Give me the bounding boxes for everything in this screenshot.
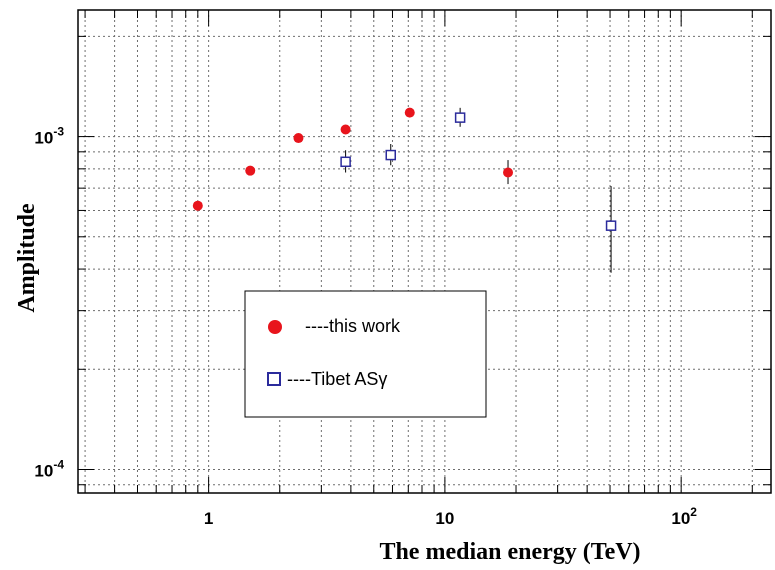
data-points bbox=[192, 107, 617, 273]
point-this-work bbox=[503, 167, 514, 178]
legend-box bbox=[244, 290, 487, 418]
y-axis-title: Amplitude bbox=[14, 203, 40, 313]
point-tibet bbox=[340, 156, 351, 168]
x-tick-label: 102 bbox=[671, 505, 697, 528]
point-this-work bbox=[404, 107, 415, 118]
plot-border bbox=[77, 9, 772, 494]
axis-ticks bbox=[78, 10, 771, 493]
legend-marker-tibet bbox=[267, 372, 281, 386]
point-this-work bbox=[192, 200, 203, 211]
legend: ----this work ----Tibet ASγ bbox=[244, 290, 487, 418]
legend-marker-this-work bbox=[268, 320, 282, 334]
x-axis-title: The median energy (TeV) bbox=[379, 539, 640, 565]
point-this-work bbox=[245, 165, 256, 176]
grid bbox=[78, 10, 771, 493]
x-tick-label: 10 bbox=[435, 509, 454, 528]
y-tick-label: 10-4 bbox=[34, 458, 64, 481]
point-tibet bbox=[605, 220, 617, 231]
legend-label-this-work: ----this work bbox=[305, 316, 401, 336]
point-tibet bbox=[454, 112, 466, 123]
x-tick-label: 1 bbox=[204, 509, 213, 528]
legend-label-tibet: ----Tibet ASγ bbox=[287, 369, 387, 389]
y-tick-label: 10-3 bbox=[34, 125, 64, 148]
plot-frame bbox=[77, 9, 772, 494]
point-this-work bbox=[293, 133, 304, 144]
point-tibet bbox=[385, 149, 397, 161]
point-this-work bbox=[340, 124, 351, 135]
